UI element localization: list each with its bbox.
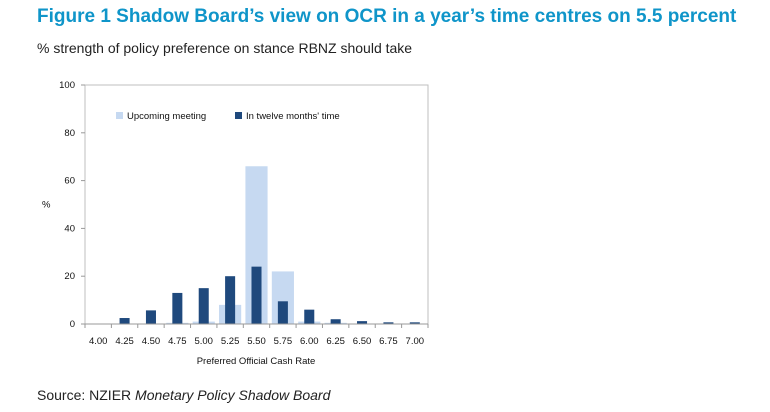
bar-twelve-months	[119, 318, 130, 324]
bar-twelve-months	[304, 309, 315, 324]
x-tick-label: 4.75	[168, 336, 187, 347]
x-tick-label: 6.75	[379, 336, 398, 347]
source-note: Source: NZIER Monetary Policy Shadow Boa…	[37, 387, 330, 403]
x-tick-label: 6.00	[300, 336, 319, 347]
x-tick-label: 5.50	[247, 336, 266, 347]
legend-label: In twelve months' time	[246, 111, 340, 122]
y-tick-label: 60	[64, 176, 75, 187]
x-tick-label: 7.00	[406, 336, 425, 347]
bar-twelve-months	[357, 321, 368, 324]
bar-twelve-months	[383, 322, 394, 324]
x-axis-label: Preferred Official Cash Rate	[197, 356, 316, 367]
bar-twelve-months	[172, 292, 183, 324]
bar-twelve-months	[277, 301, 288, 324]
y-tick-label: 40	[64, 223, 75, 234]
bar-upcoming	[271, 271, 294, 324]
y-tick-label: 0	[70, 319, 75, 330]
x-tick-label: 5.25	[221, 336, 240, 347]
bar-twelve-months	[330, 319, 341, 324]
x-tick-label: 4.25	[115, 336, 134, 347]
x-tick-label: 6.50	[353, 336, 372, 347]
bar-upcoming	[245, 166, 268, 324]
x-tick-label: 5.75	[274, 336, 293, 347]
bar-twelve-months	[251, 266, 262, 324]
figure-subtitle: % strength of policy preference on stanc…	[37, 40, 413, 56]
x-tick-label: 6.25	[326, 336, 345, 347]
x-tick-label: 4.50	[142, 336, 161, 347]
bar-twelve-months	[145, 310, 156, 324]
bar-twelve-months	[198, 288, 209, 324]
legend-label: Upcoming meeting	[127, 111, 206, 122]
bar-twelve-months	[225, 276, 236, 324]
source-name: Monetary Policy Shadow Board	[135, 387, 331, 403]
source-prefix: Source: NZIER	[37, 387, 136, 403]
y-tick-label: 20	[64, 271, 75, 282]
legend-swatch	[116, 112, 123, 119]
bar-twelve-months	[409, 322, 420, 324]
x-tick-label: 5.00	[194, 336, 213, 347]
x-tick-label: 4.00	[89, 336, 108, 347]
y-axis-label: %	[42, 200, 51, 211]
y-tick-label: 100	[59, 80, 75, 91]
legend-swatch	[235, 112, 242, 119]
y-tick-label: 80	[64, 128, 75, 139]
figure-title: Figure 1 Shadow Board’s view on OCR in a…	[37, 6, 737, 27]
